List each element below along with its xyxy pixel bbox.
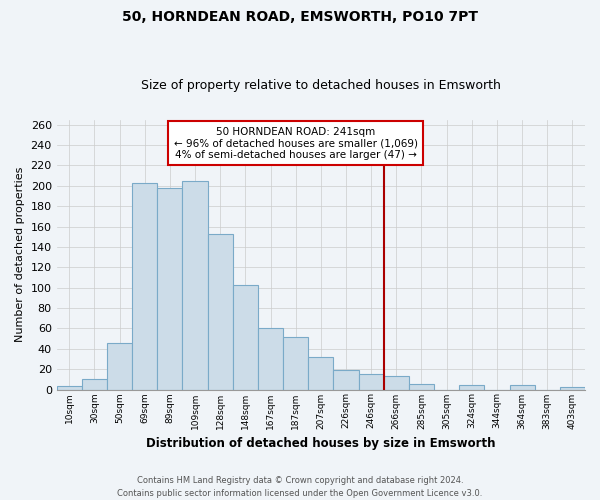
Title: Size of property relative to detached houses in Emsworth: Size of property relative to detached ho… bbox=[141, 79, 501, 92]
Bar bbox=[384, 376, 409, 390]
Bar bbox=[459, 386, 484, 390]
Bar bbox=[334, 370, 359, 390]
Bar bbox=[208, 234, 233, 390]
Bar bbox=[56, 386, 82, 390]
Bar bbox=[182, 180, 208, 390]
Bar bbox=[258, 328, 283, 390]
Bar bbox=[82, 380, 107, 390]
Bar bbox=[560, 388, 585, 390]
X-axis label: Distribution of detached houses by size in Emsworth: Distribution of detached houses by size … bbox=[146, 437, 496, 450]
Text: Contains HM Land Registry data © Crown copyright and database right 2024.
Contai: Contains HM Land Registry data © Crown c… bbox=[118, 476, 482, 498]
Bar bbox=[107, 342, 132, 390]
Y-axis label: Number of detached properties: Number of detached properties bbox=[15, 167, 25, 342]
Bar bbox=[359, 374, 384, 390]
Bar bbox=[283, 336, 308, 390]
Bar bbox=[409, 384, 434, 390]
Bar bbox=[157, 188, 182, 390]
Bar bbox=[509, 386, 535, 390]
Text: 50 HORNDEAN ROAD: 241sqm
← 96% of detached houses are smaller (1,069)
4% of semi: 50 HORNDEAN ROAD: 241sqm ← 96% of detach… bbox=[173, 126, 418, 160]
Bar bbox=[308, 357, 334, 390]
Bar bbox=[132, 182, 157, 390]
Bar bbox=[233, 284, 258, 390]
Text: 50, HORNDEAN ROAD, EMSWORTH, PO10 7PT: 50, HORNDEAN ROAD, EMSWORTH, PO10 7PT bbox=[122, 10, 478, 24]
